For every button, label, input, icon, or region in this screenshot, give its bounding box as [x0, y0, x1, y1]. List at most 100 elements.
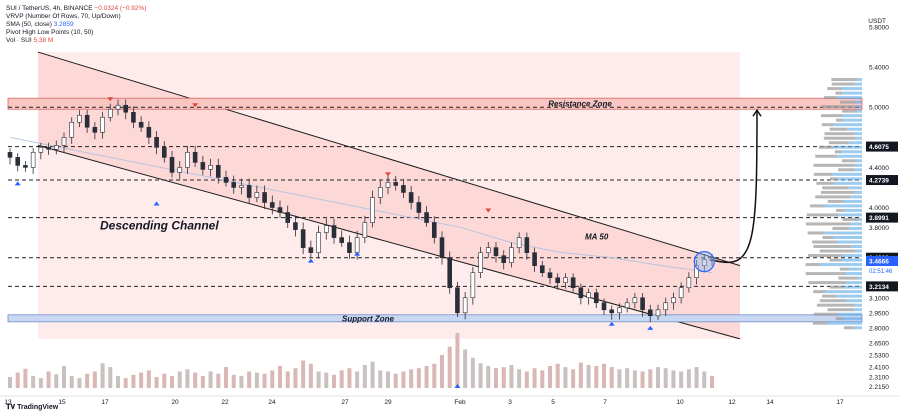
- vp-up-bar: [854, 132, 862, 136]
- price-tick-14: 2.8000: [869, 325, 889, 332]
- vp-up-bar: [853, 326, 862, 330]
- vp-up-bar: [857, 109, 862, 113]
- vp-down-bar: [821, 190, 856, 194]
- ma50-label: MA 50: [585, 233, 609, 242]
- support-zone: [7, 314, 863, 323]
- candle-body: [192, 152, 198, 163]
- volume-bar: [486, 366, 491, 388]
- vp-up-bar: [853, 100, 862, 104]
- vp-up-bar: [837, 177, 862, 181]
- candle-body: [447, 257, 453, 289]
- volume-bar: [262, 373, 267, 388]
- vp-up-bar: [841, 114, 862, 118]
- channel-fill: [38, 52, 740, 339]
- sma-indicator-label[interactable]: SMA (50, close) 3.2859: [6, 21, 74, 29]
- vp-up-bar: [823, 204, 862, 208]
- vp-down-bar: [812, 321, 828, 325]
- volume-bar: [200, 375, 205, 388]
- volume-bar: [609, 367, 614, 388]
- vp-up-bar: [855, 105, 862, 109]
- volume-bar: [69, 375, 74, 388]
- volume-bar: [123, 378, 128, 388]
- resistance-zone: [7, 97, 863, 110]
- vp-down-bar: [840, 100, 854, 104]
- vp-up-bar: [844, 208, 862, 212]
- volume-bar: [332, 374, 336, 388]
- volume-bar: [710, 375, 714, 388]
- price-tag-bg: [866, 175, 898, 186]
- candle-body: [239, 185, 244, 188]
- breakout-highlight-circle: [693, 251, 715, 273]
- pivot-low-marker: [647, 325, 654, 330]
- sma-value: 3.2859: [53, 21, 74, 28]
- price-axis-bg: [864, 0, 900, 396]
- symbol-header: SUI / TetherUS, 4h, BINANCE −0.0324 (−0.…: [6, 5, 146, 13]
- volume-indicator-label[interactable]: Vol · SUI 5.38 M: [6, 37, 53, 45]
- price-tag-bg: [866, 255, 898, 266]
- volume-bar: [571, 369, 576, 388]
- candle-body: [146, 126, 152, 138]
- pivot-high-marker: [385, 172, 391, 177]
- candle-body: [7, 152, 13, 158]
- currency-label[interactable]: USDT: [868, 18, 886, 25]
- volume-bar: [463, 349, 468, 388]
- vrvp-indicator-label[interactable]: VRVP (Number Of Rows, 70, Up/Down): [6, 13, 121, 20]
- volume-bar: [617, 369, 622, 388]
- candle-body: [200, 162, 206, 170]
- vp-down-bar: [808, 254, 843, 258]
- volume-bar: [686, 369, 691, 388]
- price-tick-2: 5.0000: [869, 105, 889, 112]
- volume-bar: [254, 372, 259, 388]
- candle-body: [370, 197, 375, 223]
- ma50-line: [9, 136, 713, 274]
- projection-arrowhead: [752, 108, 762, 117]
- vp-up-bar: [832, 172, 862, 176]
- vp-down-bar: [835, 317, 844, 321]
- pivot-low-marker: [307, 258, 314, 263]
- candle-body: [609, 309, 615, 314]
- vp-up-bar: [855, 249, 862, 253]
- volume-bar: [640, 371, 645, 388]
- candle-body: [354, 237, 360, 253]
- volume-bar: [432, 363, 437, 388]
- candle-body: [655, 309, 661, 317]
- volume-bar: [46, 371, 51, 388]
- vp-down-bar: [829, 177, 838, 181]
- vp-up-bar: [848, 141, 862, 145]
- vp-up-bar: [843, 118, 862, 122]
- vp-down-bar: [816, 303, 855, 307]
- pivot-low-marker: [608, 321, 615, 326]
- vp-up-bar: [839, 213, 862, 217]
- candle-body: [154, 137, 159, 148]
- volume-bar: [386, 371, 390, 388]
- candle-body: [161, 147, 167, 158]
- candle-body: [539, 265, 545, 273]
- vp-down-bar: [821, 123, 834, 127]
- volume-bar: [15, 372, 20, 388]
- volume-bar: [285, 371, 290, 388]
- time-tick-13: 12: [728, 399, 736, 406]
- vp-down-bar: [822, 186, 849, 190]
- vp-up-bar: [858, 276, 862, 280]
- volume-bar: [62, 366, 66, 388]
- candle-body: [570, 277, 576, 289]
- volume-bar: [324, 372, 329, 388]
- candle-body: [501, 255, 507, 263]
- volume-bar: [586, 364, 591, 388]
- tradingview-logo[interactable]: 𝐓𝐕 TradingView: [6, 404, 58, 412]
- price-tag-bg: [866, 281, 898, 292]
- volume-bar: [231, 374, 236, 388]
- volume-bar: [54, 374, 59, 388]
- volume-bar: [8, 377, 12, 388]
- volume-bar: [38, 378, 43, 388]
- volume-bar: [509, 364, 514, 388]
- pivot-indicator-label[interactable]: Pivot High Low Points (10, 50): [6, 29, 94, 36]
- candle-body: [470, 272, 476, 299]
- vp-down-bar: [815, 154, 837, 158]
- volume-bar: [378, 370, 383, 388]
- vp-up-bar: [849, 267, 862, 271]
- vp-up-bar: [846, 281, 862, 285]
- vp-up-bar: [838, 312, 862, 316]
- vp-down-bar: [835, 118, 844, 122]
